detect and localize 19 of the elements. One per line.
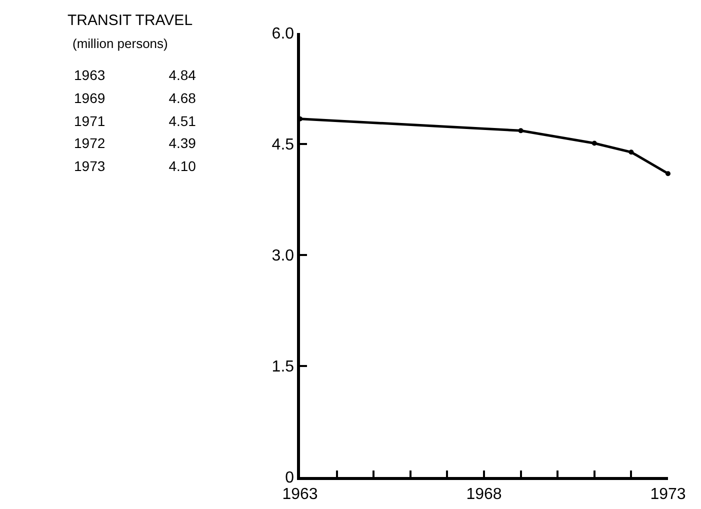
- text: 1971 4.51: [74, 112, 196, 129]
- text: TRANSIT TRAVEL: [68, 12, 193, 28]
- y-tick-label: 1.5: [272, 358, 294, 376]
- y-tick-label: 0: [285, 470, 294, 487]
- text: (million persons): [72, 36, 168, 50]
- y-tick-label: 6.0: [272, 26, 294, 43]
- x-tick-label: 1963: [282, 486, 318, 503]
- text: 1973 4.10: [74, 158, 196, 174]
- x-tick-label: 1973: [650, 486, 686, 503]
- x-tick-label: 1968: [466, 486, 502, 503]
- text: 1963 4.84: [74, 67, 196, 83]
- y-tick-label: 4.5: [272, 136, 294, 154]
- point: [518, 128, 524, 134]
- text: 1972 4.39: [74, 135, 196, 152]
- point: [628, 150, 634, 155]
- point: [666, 171, 670, 176]
- point: [592, 140, 597, 146]
- y-tick-label: 3.0: [272, 248, 294, 265]
- text: 1969 4.68: [74, 90, 196, 106]
